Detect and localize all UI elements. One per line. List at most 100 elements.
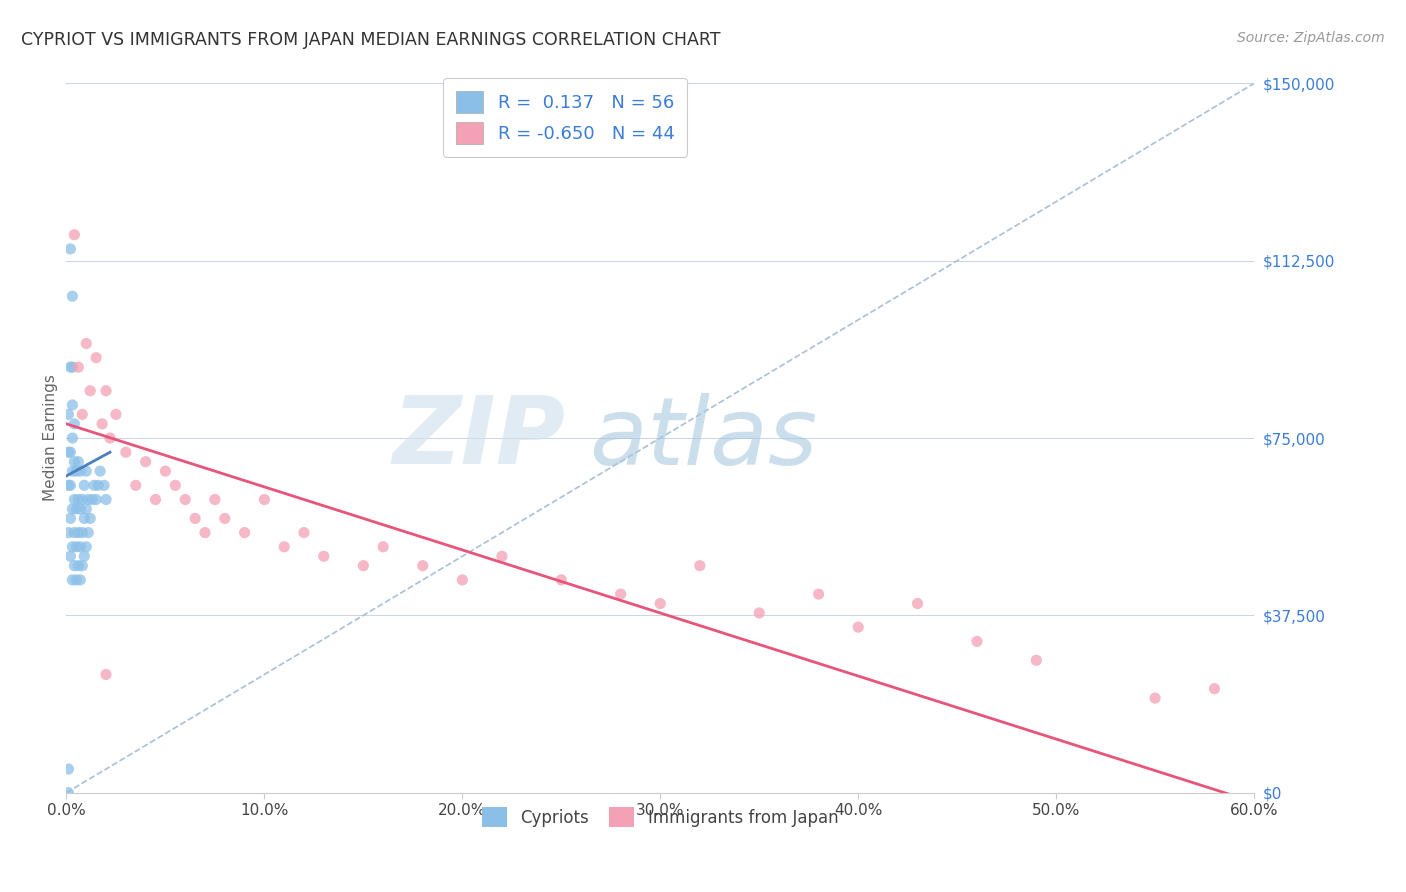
Point	[491, 549, 513, 564]
Point	[846, 620, 869, 634]
Point	[233, 525, 256, 540]
Point	[292, 525, 315, 540]
Point	[60, 540, 83, 554]
Point	[58, 478, 80, 492]
Point	[58, 408, 80, 422]
Point	[609, 587, 631, 601]
Point	[65, 502, 87, 516]
Point	[65, 573, 87, 587]
Point	[59, 242, 82, 256]
Point	[748, 606, 770, 620]
Point	[412, 558, 434, 573]
Point	[650, 597, 672, 611]
Point	[59, 360, 82, 375]
Point	[204, 492, 226, 507]
Point	[253, 492, 276, 507]
Point	[67, 558, 90, 573]
Point	[67, 492, 90, 507]
Point	[63, 455, 86, 469]
Point	[689, 558, 711, 573]
Point	[273, 540, 295, 554]
Point	[91, 417, 114, 431]
Point	[165, 478, 187, 492]
Point	[60, 289, 83, 303]
Text: ZIP: ZIP	[392, 392, 565, 484]
Point	[194, 525, 217, 540]
Point	[73, 549, 96, 564]
Y-axis label: Median Earnings: Median Earnings	[44, 375, 58, 501]
Point	[84, 351, 107, 365]
Point	[58, 762, 80, 776]
Text: atlas: atlas	[589, 392, 817, 483]
Point	[907, 597, 929, 611]
Point	[155, 464, 177, 478]
Point	[373, 540, 395, 554]
Point	[84, 492, 107, 507]
Point	[82, 492, 104, 507]
Point	[77, 525, 100, 540]
Point	[59, 511, 82, 525]
Point	[60, 573, 83, 587]
Point	[72, 558, 94, 573]
Point	[77, 492, 100, 507]
Point	[1025, 653, 1047, 667]
Point	[550, 573, 572, 587]
Point	[94, 667, 117, 681]
Point	[1204, 681, 1226, 696]
Point	[87, 478, 110, 492]
Point	[79, 384, 101, 398]
Point	[63, 227, 86, 242]
Point	[58, 525, 80, 540]
Point	[75, 502, 97, 516]
Point	[69, 464, 91, 478]
Point	[60, 431, 83, 445]
Point	[60, 502, 83, 516]
Point	[69, 573, 91, 587]
Point	[94, 492, 117, 507]
Point	[58, 786, 80, 800]
Point	[72, 408, 94, 422]
Point	[59, 478, 82, 492]
Point	[451, 573, 474, 587]
Point	[352, 558, 374, 573]
Point	[75, 464, 97, 478]
Point	[65, 464, 87, 478]
Point	[73, 511, 96, 525]
Point	[114, 445, 136, 459]
Point	[966, 634, 988, 648]
Point	[69, 540, 91, 554]
Point	[312, 549, 335, 564]
Point	[67, 455, 90, 469]
Point	[75, 540, 97, 554]
Point	[63, 492, 86, 507]
Point	[93, 478, 115, 492]
Point	[73, 478, 96, 492]
Point	[125, 478, 148, 492]
Point	[72, 492, 94, 507]
Point	[60, 360, 83, 375]
Point	[75, 336, 97, 351]
Point	[807, 587, 830, 601]
Point	[214, 511, 236, 525]
Point	[60, 398, 83, 412]
Point	[63, 558, 86, 573]
Text: Source: ZipAtlas.com: Source: ZipAtlas.com	[1237, 31, 1385, 45]
Point	[65, 540, 87, 554]
Point	[67, 360, 90, 375]
Point	[135, 455, 157, 469]
Point	[58, 445, 80, 459]
Point	[63, 525, 86, 540]
Point	[59, 445, 82, 459]
Point	[104, 408, 127, 422]
Point	[59, 549, 82, 564]
Legend: Cypriots, Immigrants from Japan: Cypriots, Immigrants from Japan	[475, 800, 845, 834]
Point	[60, 464, 83, 478]
Point	[89, 464, 111, 478]
Text: CYPRIOT VS IMMIGRANTS FROM JAPAN MEDIAN EARNINGS CORRELATION CHART: CYPRIOT VS IMMIGRANTS FROM JAPAN MEDIAN …	[21, 31, 721, 49]
Point	[94, 384, 117, 398]
Point	[98, 431, 121, 445]
Point	[145, 492, 167, 507]
Point	[79, 511, 101, 525]
Point	[72, 525, 94, 540]
Point	[83, 478, 105, 492]
